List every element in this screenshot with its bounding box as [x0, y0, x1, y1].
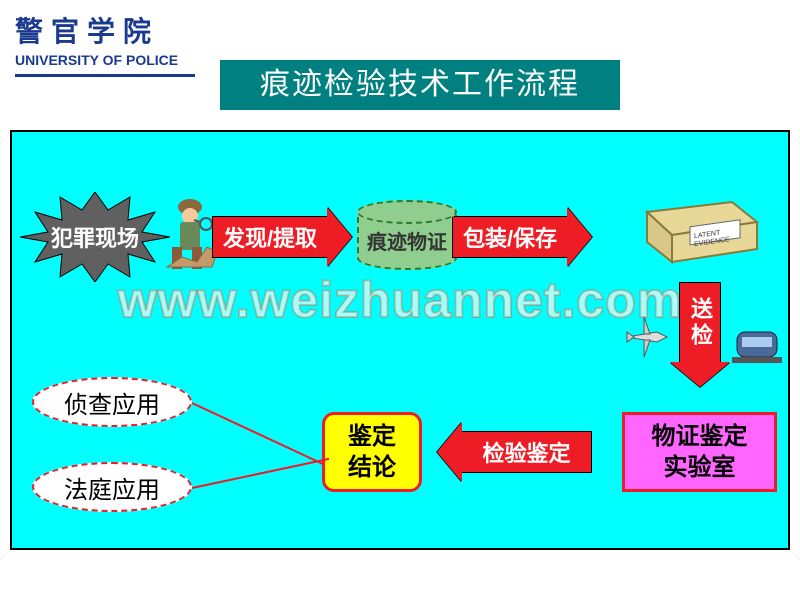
- node-lab: 物证鉴定 实验室: [622, 412, 777, 492]
- node-investigation-use: 侦查应用: [32, 377, 192, 427]
- court-label: 法庭应用: [64, 470, 160, 505]
- lab-label: 物证鉴定 实验室: [652, 421, 748, 483]
- arrow-discover-label: 发现/提取: [212, 216, 327, 258]
- page-title: 痕迹检验技术工作流程: [220, 60, 620, 110]
- arrow-examine-label: 检验鉴定: [462, 431, 592, 473]
- header-logo: 警官学院 UNIVERSITY OF POLICE: [15, 10, 195, 77]
- package-icon: LATENT EVIDENCE: [632, 187, 762, 267]
- crime-scene-label: 犯罪现场: [20, 192, 170, 282]
- logo-text-zh: 警官学院: [15, 10, 195, 50]
- flowchart-area: 犯罪现场 发现/提取 痕迹物证 包装/保存: [10, 130, 790, 550]
- arrow-package: 包装/保存: [452, 207, 592, 267]
- arrow-discover: 发现/提取: [212, 207, 352, 267]
- node-court-use: 法庭应用: [32, 462, 192, 512]
- connector-line-1: [192, 402, 324, 465]
- arrow-package-label: 包装/保存: [452, 216, 567, 258]
- node-evidence: 痕迹物证: [357, 200, 457, 270]
- logo-underline: [15, 74, 195, 77]
- investigation-label: 侦查应用: [64, 385, 160, 420]
- arrow-examine: 检验鉴定: [437, 422, 592, 482]
- train-icon: [732, 320, 782, 370]
- arrow-send-label: 送检: [679, 282, 721, 362]
- plane-icon: [622, 312, 672, 362]
- arrow-send: 送检: [670, 282, 730, 387]
- connector-line-2: [192, 458, 329, 489]
- node-crime-scene: 犯罪现场: [20, 192, 170, 282]
- logo-text-en: UNIVERSITY OF POLICE: [15, 52, 195, 68]
- node-conclusion: 鉴定 结论: [322, 412, 422, 492]
- conclusion-label: 鉴定 结论: [348, 421, 396, 483]
